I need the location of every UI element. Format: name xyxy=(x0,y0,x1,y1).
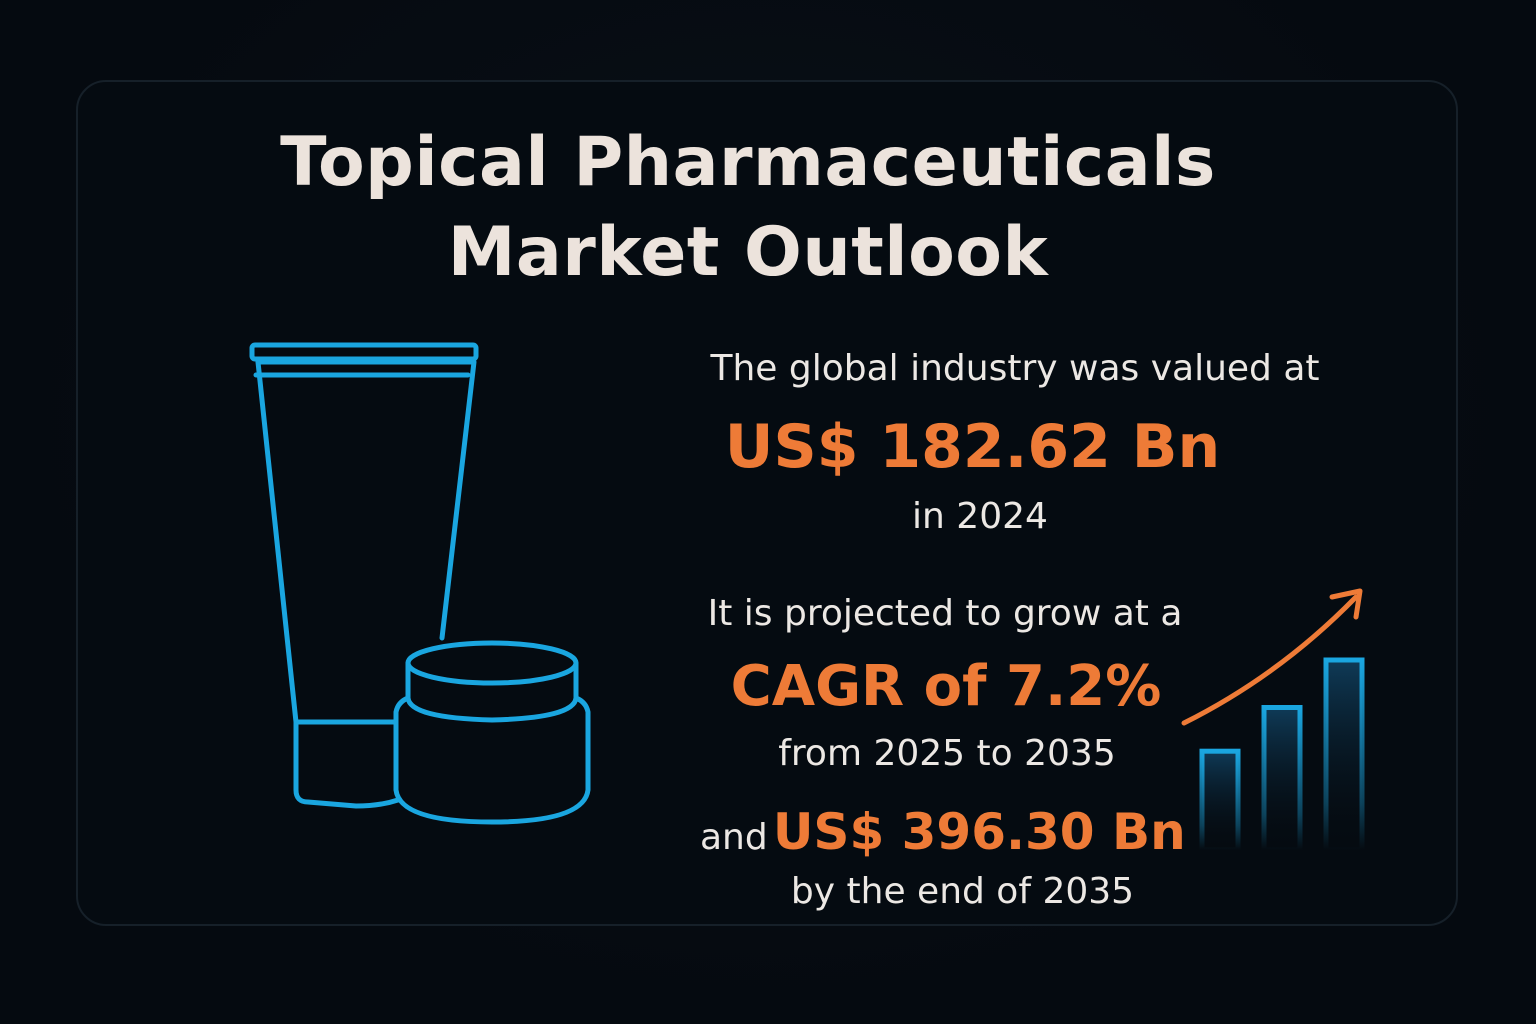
cagr-period: from 2025 to 2035 xyxy=(778,733,1116,774)
growth-bar xyxy=(1261,705,1303,853)
growth-chart-icon xyxy=(1170,575,1390,855)
cream-tube-and-jar-icon xyxy=(240,330,610,840)
growth-arrow-line xyxy=(1181,594,1359,726)
title-line-2: Market Outlook xyxy=(447,213,1049,292)
growth-bar xyxy=(1323,657,1365,853)
valued-prefix: The global industry was valued at xyxy=(710,348,1320,389)
page-title: Topical Pharmaceuticals Market Outlook xyxy=(0,118,1496,298)
value-year: in 2024 xyxy=(912,496,1048,537)
projection-prefix: It is projected to grow at a xyxy=(707,593,1183,634)
value-2035-suffix: by the end of 2035 xyxy=(790,871,1135,912)
growth-arrow-head xyxy=(1329,588,1363,620)
value-2035: US$ 396.30 Bn xyxy=(772,803,1186,861)
growth-bar xyxy=(1199,748,1241,853)
and-label: and xyxy=(700,817,768,858)
value-2035-line: and US$ 396.30 Bn xyxy=(700,800,1186,876)
cagr-value: CAGR of 7.2% xyxy=(730,654,1162,719)
value-2024: US$ 182.62 Bn xyxy=(724,412,1221,482)
title-line-1: Topical Pharmaceuticals xyxy=(280,123,1216,202)
